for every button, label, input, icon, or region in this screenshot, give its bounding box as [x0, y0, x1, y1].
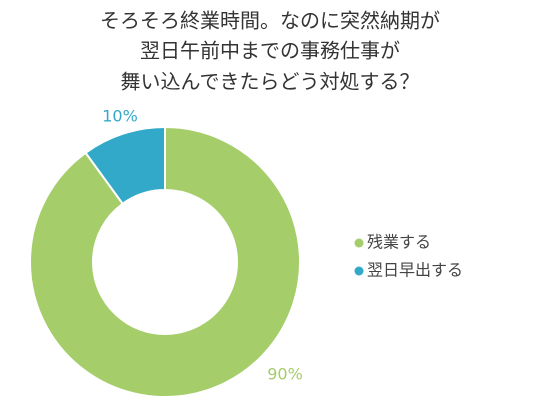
chart-title: 翌日午前中までの事務仕事が: [140, 39, 400, 63]
value-label: 10%: [102, 107, 138, 126]
donut-slice: [29, 125, 301, 398]
legend-label: 残業する: [367, 233, 431, 252]
chart-title: 舞い込んできたらどう対処する？: [121, 70, 420, 94]
legend-label: 翌日早出する: [367, 261, 463, 280]
value-label: 90%: [267, 365, 303, 384]
legend-marker: [354, 266, 364, 276]
donut-slice: [84, 125, 166, 206]
legend-marker: [354, 238, 364, 248]
chart-title: そろそろ終業時間。なのに突然納期が: [100, 9, 440, 33]
